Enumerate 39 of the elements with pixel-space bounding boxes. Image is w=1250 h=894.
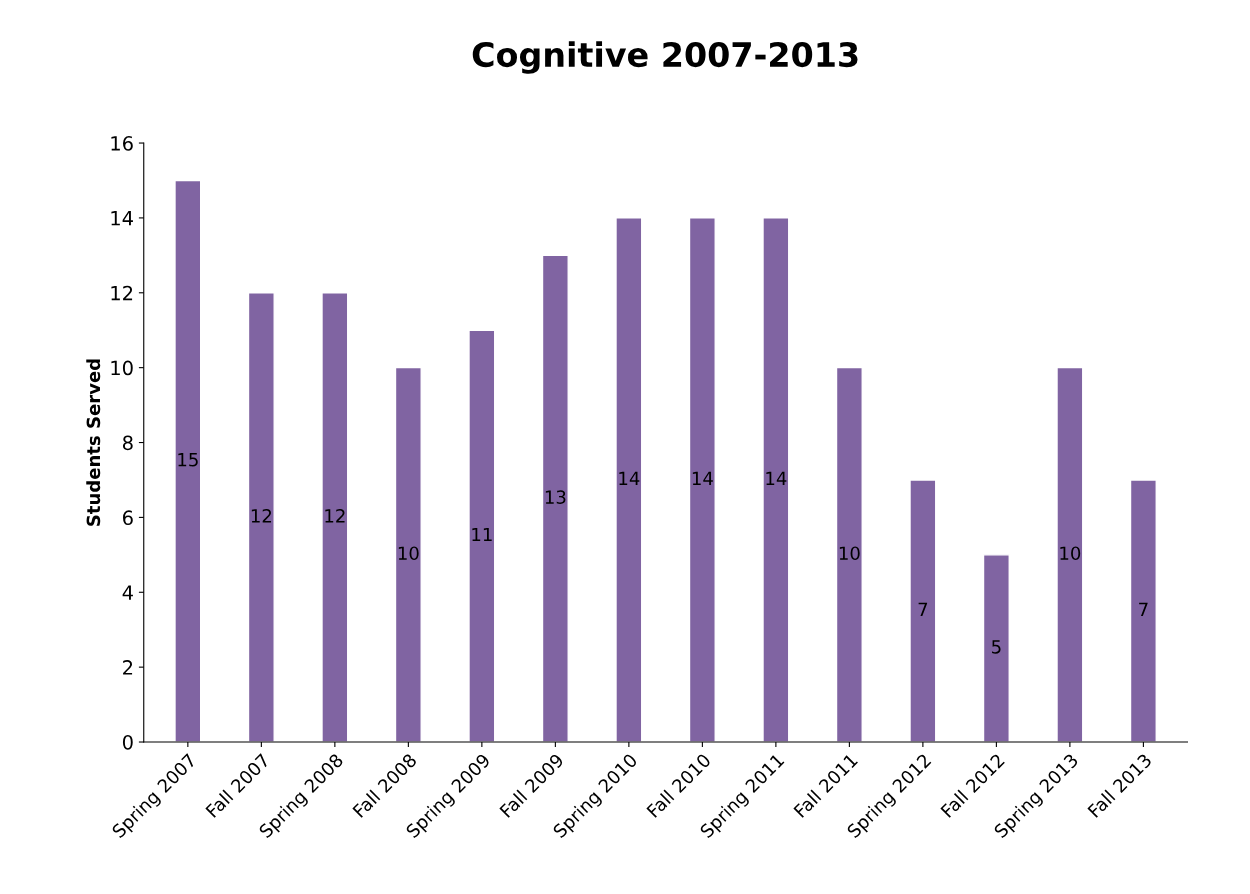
y-tick-label: 16: [111, 136, 133, 151]
bar: [1129, 479, 1157, 743]
bar: [1056, 366, 1084, 743]
y-tick-label: 0: [122, 734, 133, 750]
y-tick-label: 6: [123, 510, 133, 526]
data-label: 12: [325, 508, 345, 523]
bar: [174, 179, 202, 743]
data-label: 10: [839, 546, 860, 561]
y-tick-label: 12: [111, 285, 133, 301]
y-tick-label: 8: [122, 435, 133, 451]
y-tick-label: 14: [111, 211, 133, 226]
data-label: 10: [1060, 546, 1081, 561]
data-label: 11: [472, 527, 492, 542]
bar: [615, 217, 643, 743]
y-tick-label: 10: [111, 360, 133, 376]
data-label: 10: [398, 546, 419, 561]
data-label: 7: [918, 602, 928, 616]
data-label: 5: [992, 640, 1001, 654]
bar: [247, 292, 275, 743]
bar: [321, 292, 349, 743]
bar: [762, 217, 790, 743]
data-label: 14: [766, 471, 787, 485]
bar: [541, 254, 569, 743]
data-label: 14: [692, 471, 713, 485]
bar: [909, 479, 937, 743]
bar: [394, 366, 422, 743]
chart-title: Cognitive 2007-2013: [472, 41, 858, 74]
y-axis-title: Students Served: [86, 359, 101, 526]
data-label: 13: [545, 490, 566, 504]
bar: [688, 217, 716, 743]
data-label: 15: [178, 453, 198, 467]
bar: [982, 554, 1010, 743]
y-tick-label: 2: [123, 660, 133, 675]
bar: [835, 366, 863, 743]
data-label: 7: [1139, 602, 1148, 616]
y-tick-label: 4: [122, 585, 133, 600]
bar: [468, 329, 496, 743]
data-label: 14: [619, 471, 640, 485]
data-label: 12: [251, 508, 272, 523]
